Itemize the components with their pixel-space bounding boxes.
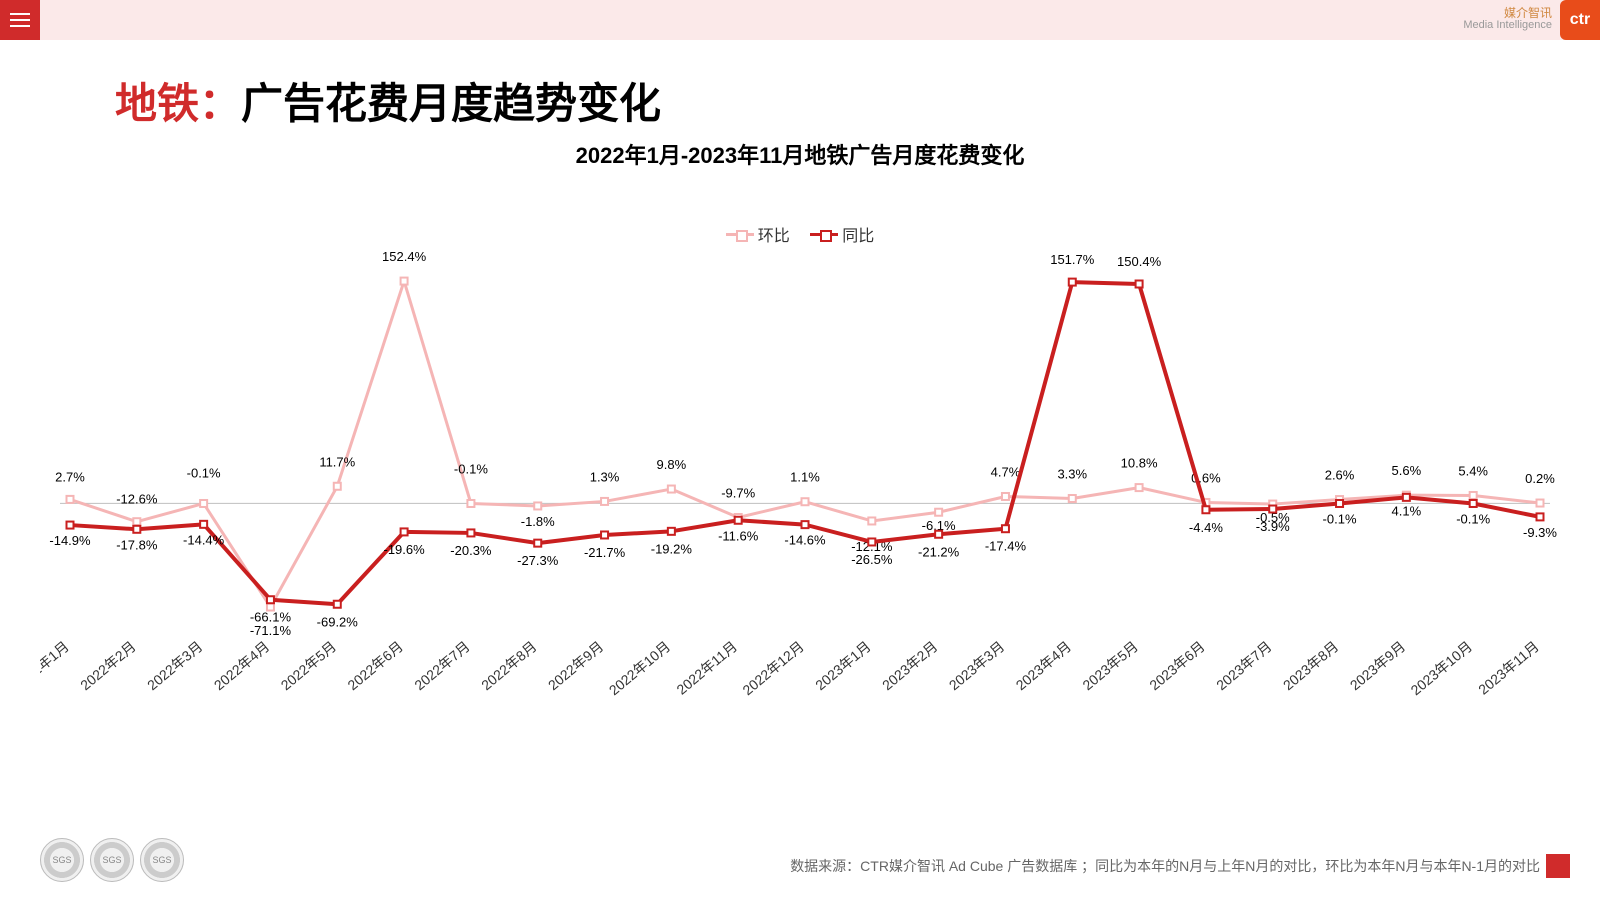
svg-text:151.7%: 151.7% bbox=[1050, 252, 1095, 267]
title-rest: 广告花费月度趋势变化 bbox=[241, 80, 661, 127]
svg-text:-4.4%: -4.4% bbox=[1189, 520, 1223, 535]
svg-text:2022年1月: 2022年1月 bbox=[40, 638, 72, 693]
svg-text:-9.3%: -9.3% bbox=[1523, 525, 1557, 540]
svg-text:2.6%: 2.6% bbox=[1325, 468, 1355, 483]
svg-text:4.7%: 4.7% bbox=[991, 464, 1021, 479]
svg-text:2023年7月: 2023年7月 bbox=[1213, 638, 1275, 693]
svg-text:-9.7%: -9.7% bbox=[721, 485, 755, 500]
svg-text:-14.4%: -14.4% bbox=[183, 532, 225, 547]
accent-block bbox=[1546, 854, 1570, 878]
svg-text:9.8%: 9.8% bbox=[657, 457, 687, 472]
sgs-badges: SGS SGS SGS bbox=[40, 838, 184, 882]
hamburger-icon bbox=[10, 19, 30, 21]
svg-text:-0.1%: -0.1% bbox=[454, 461, 488, 476]
svg-text:2022年10月: 2022年10月 bbox=[606, 638, 674, 698]
svg-text:2023年10月: 2023年10月 bbox=[1408, 638, 1476, 698]
svg-text:2022年6月: 2022年6月 bbox=[344, 638, 406, 693]
svg-text:2023年11月: 2023年11月 bbox=[1475, 638, 1542, 698]
svg-text:2022年8月: 2022年8月 bbox=[478, 638, 540, 693]
svg-text:2022年11月: 2022年11月 bbox=[673, 638, 740, 698]
ctr-logo: ctr bbox=[1560, 0, 1600, 40]
svg-text:-19.6%: -19.6% bbox=[383, 542, 425, 557]
line-chart: 2022年1月2022年2月2022年3月2022年4月2022年5月2022年… bbox=[40, 190, 1560, 710]
svg-text:-71.1%: -71.1% bbox=[250, 623, 292, 638]
svg-text:-17.4%: -17.4% bbox=[985, 539, 1027, 554]
svg-text:150.4%: 150.4% bbox=[1117, 254, 1162, 269]
brand-block: 媒介智讯 Media Intelligence bbox=[1463, 4, 1552, 31]
svg-text:-3.9%: -3.9% bbox=[1256, 519, 1290, 534]
svg-text:2022年7月: 2022年7月 bbox=[411, 638, 473, 693]
svg-text:2022年5月: 2022年5月 bbox=[278, 638, 340, 693]
svg-text:2023年2月: 2023年2月 bbox=[879, 638, 941, 693]
top-bar bbox=[0, 0, 1600, 40]
svg-text:2022年2月: 2022年2月 bbox=[77, 638, 139, 693]
svg-text:2023年4月: 2023年4月 bbox=[1013, 638, 1075, 693]
svg-text:152.4%: 152.4% bbox=[382, 249, 427, 264]
svg-text:4.1%: 4.1% bbox=[1392, 503, 1422, 518]
svg-text:5.4%: 5.4% bbox=[1458, 463, 1488, 478]
svg-text:-0.1%: -0.1% bbox=[1456, 511, 1490, 526]
svg-text:5.6%: 5.6% bbox=[1392, 463, 1422, 478]
page-title: 地铁：广告花费月度趋势变化 bbox=[115, 70, 661, 131]
data-source-footnote: 数据来源：CTR媒介智讯 Ad Cube 广告数据库 ；同比为本年的N月与上年N… bbox=[0, 856, 1540, 876]
svg-text:2022年9月: 2022年9月 bbox=[545, 638, 607, 693]
svg-text:0.2%: 0.2% bbox=[1525, 471, 1555, 486]
svg-text:1.3%: 1.3% bbox=[590, 469, 620, 484]
svg-text:10.8%: 10.8% bbox=[1121, 456, 1158, 471]
svg-text:2022年4月: 2022年4月 bbox=[211, 638, 273, 693]
svg-text:2023年3月: 2023年3月 bbox=[946, 638, 1008, 693]
sgs-badge-icon: SGS bbox=[90, 838, 134, 882]
svg-text:-17.8%: -17.8% bbox=[116, 537, 158, 552]
svg-text:-0.1%: -0.1% bbox=[1323, 511, 1357, 526]
title-prefix: 地铁： bbox=[115, 80, 241, 127]
svg-text:-21.2%: -21.2% bbox=[918, 544, 960, 559]
svg-text:-20.3%: -20.3% bbox=[450, 543, 492, 558]
svg-text:2023年9月: 2023年9月 bbox=[1347, 638, 1409, 693]
svg-text:-12.6%: -12.6% bbox=[116, 492, 158, 507]
svg-text:-14.6%: -14.6% bbox=[784, 533, 826, 548]
svg-text:11.7%: 11.7% bbox=[319, 454, 355, 469]
chart-subtitle: 2022年1月-2023年11月地铁广告月度花费变化 bbox=[0, 138, 1600, 170]
svg-text:2.7%: 2.7% bbox=[55, 469, 85, 484]
svg-text:-26.5%: -26.5% bbox=[851, 552, 893, 567]
svg-text:-1.8%: -1.8% bbox=[521, 514, 555, 529]
svg-text:-66.1%: -66.1% bbox=[250, 610, 292, 625]
svg-text:-14.9%: -14.9% bbox=[49, 533, 91, 548]
svg-text:-0.1%: -0.1% bbox=[187, 465, 221, 480]
svg-text:-27.3%: -27.3% bbox=[517, 553, 559, 568]
brand-en: Media Intelligence bbox=[1463, 19, 1552, 31]
svg-text:-19.2%: -19.2% bbox=[651, 541, 693, 556]
svg-text:2022年3月: 2022年3月 bbox=[144, 638, 206, 693]
svg-text:2023年1月: 2023年1月 bbox=[812, 638, 874, 693]
svg-text:1.1%: 1.1% bbox=[790, 470, 820, 485]
menu-button[interactable] bbox=[0, 0, 40, 40]
svg-text:2023年8月: 2023年8月 bbox=[1280, 638, 1342, 693]
sgs-badge-icon: SGS bbox=[140, 838, 184, 882]
svg-text:2023年6月: 2023年6月 bbox=[1146, 638, 1208, 693]
svg-text:-69.2%: -69.2% bbox=[317, 614, 359, 629]
svg-text:-21.7%: -21.7% bbox=[584, 545, 626, 560]
svg-text:2022年12月: 2022年12月 bbox=[739, 638, 807, 698]
sgs-badge-icon: SGS bbox=[40, 838, 84, 882]
svg-text:3.3%: 3.3% bbox=[1057, 467, 1087, 482]
svg-text:2023年5月: 2023年5月 bbox=[1079, 638, 1141, 693]
svg-text:-11.6%: -11.6% bbox=[718, 528, 759, 543]
